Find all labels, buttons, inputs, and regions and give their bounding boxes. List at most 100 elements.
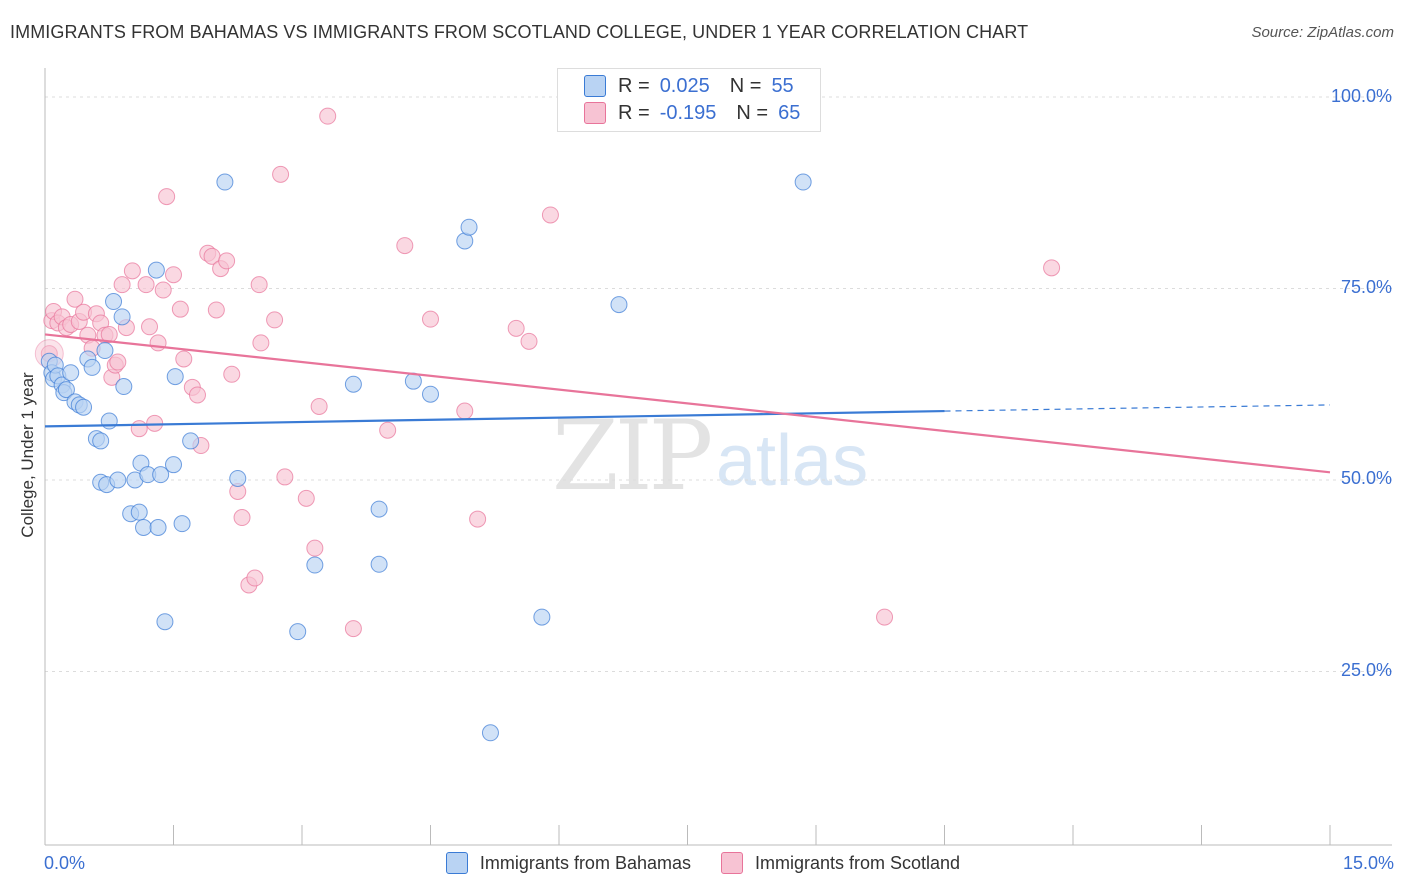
y-tick-label-100: 100.0%	[1330, 86, 1392, 106]
data-point	[165, 266, 182, 284]
data-point	[272, 165, 290, 183]
scotland-swatch-icon	[584, 102, 606, 124]
data-point	[188, 386, 206, 404]
scotland-swatch-icon	[720, 852, 743, 874]
chart-title: IMMIGRANTS FROM BAHAMAS VS IMMIGRANTS FR…	[10, 22, 1029, 42]
data-point	[137, 276, 155, 294]
legend-label-bahamas: Immigrants from Bahamas	[479, 852, 691, 873]
data-point	[135, 518, 153, 536]
chart-source: Source: ZipAtlas.com	[1251, 24, 1394, 41]
data-point	[141, 318, 159, 336]
data-point	[223, 365, 241, 383]
data-point	[456, 402, 474, 420]
trend-line-extension	[944, 404, 1331, 412]
data-point	[175, 350, 193, 368]
data-point	[229, 469, 247, 487]
watermark-zip: ZIP	[552, 400, 713, 512]
n-label: N =	[729, 74, 762, 97]
data-point	[310, 397, 328, 415]
data-point	[218, 252, 236, 270]
data-point	[96, 342, 114, 360]
data-point	[379, 421, 397, 439]
x-tick-label-min: 0.0%	[44, 853, 86, 873]
data-point	[216, 173, 234, 191]
series-scotland-points	[34, 107, 1061, 638]
data-point	[113, 308, 131, 326]
data-point	[533, 608, 551, 626]
data-point	[876, 608, 894, 626]
n-label: N =	[736, 101, 769, 124]
data-point	[422, 385, 439, 403]
n-value-bahamas: 55	[771, 74, 794, 97]
stats-row-scotland: R = -0.195 N = 65	[584, 101, 800, 125]
data-point	[1043, 259, 1061, 277]
data-point	[57, 381, 75, 399]
data-point	[109, 471, 127, 489]
data-point	[115, 378, 133, 396]
data-point	[156, 613, 174, 631]
series-bahamas-points	[40, 173, 812, 742]
data-point	[130, 420, 148, 438]
data-point	[233, 509, 251, 527]
series-legend: Immigrants from Bahamas Immigrants from …	[0, 852, 1406, 874]
data-point	[165, 456, 182, 474]
data-point	[276, 468, 294, 486]
legend-item-scotland: Immigrants from Scotland	[720, 852, 961, 874]
data-point	[92, 432, 110, 450]
data-point	[344, 620, 362, 638]
data-point	[154, 281, 172, 299]
data-point	[306, 539, 324, 557]
data-point	[146, 414, 164, 432]
data-point	[319, 107, 337, 125]
stats-row-bahamas: R = 0.025 N = 55	[584, 74, 794, 98]
data-point	[541, 206, 559, 224]
r-label: R =	[618, 74, 650, 97]
data-point	[306, 556, 324, 574]
data-point	[149, 334, 167, 352]
data-point	[370, 500, 388, 518]
data-point	[105, 293, 123, 311]
data-point	[207, 301, 225, 319]
data-point	[109, 353, 127, 371]
data-point	[166, 368, 184, 386]
data-point	[130, 503, 148, 521]
data-point	[370, 555, 388, 573]
data-point	[252, 334, 270, 352]
data-point	[266, 311, 284, 329]
data-point	[460, 218, 478, 236]
data-point	[149, 518, 167, 536]
r-value-bahamas: 0.025	[659, 74, 710, 97]
data-point	[422, 310, 439, 328]
y-tick-label-50: 50.0%	[1340, 468, 1392, 488]
data-point	[75, 398, 93, 416]
data-point	[182, 432, 200, 450]
data-point	[481, 724, 499, 742]
r-value-scotland: -0.195	[659, 101, 717, 124]
data-point	[469, 510, 487, 528]
data-point	[610, 296, 628, 314]
trend-line	[44, 333, 1331, 474]
trend-line	[44, 409, 945, 428]
data-point	[123, 262, 141, 280]
axes	[44, 68, 1392, 846]
watermark-atlas: atlas	[716, 421, 869, 501]
y-tick-label-25: 25.0%	[1340, 660, 1392, 680]
data-point	[147, 261, 165, 279]
y-tick-label-75: 75.0%	[1340, 277, 1392, 297]
data-point	[246, 569, 264, 587]
data-point	[250, 276, 268, 294]
legend-item-bahamas: Immigrants from Bahamas	[445, 852, 691, 874]
r-label: R =	[618, 101, 650, 124]
data-point	[152, 466, 170, 484]
data-point	[794, 173, 812, 191]
data-point	[520, 332, 538, 350]
data-point	[396, 237, 414, 255]
data-point	[100, 412, 118, 430]
data-point	[289, 623, 307, 641]
data-point	[62, 364, 80, 382]
data-point	[344, 375, 362, 393]
data-point	[507, 319, 525, 337]
legend-label-scotland: Immigrants from Scotland	[754, 852, 961, 873]
data-point	[297, 489, 315, 507]
bahamas-swatch-icon	[445, 852, 468, 874]
